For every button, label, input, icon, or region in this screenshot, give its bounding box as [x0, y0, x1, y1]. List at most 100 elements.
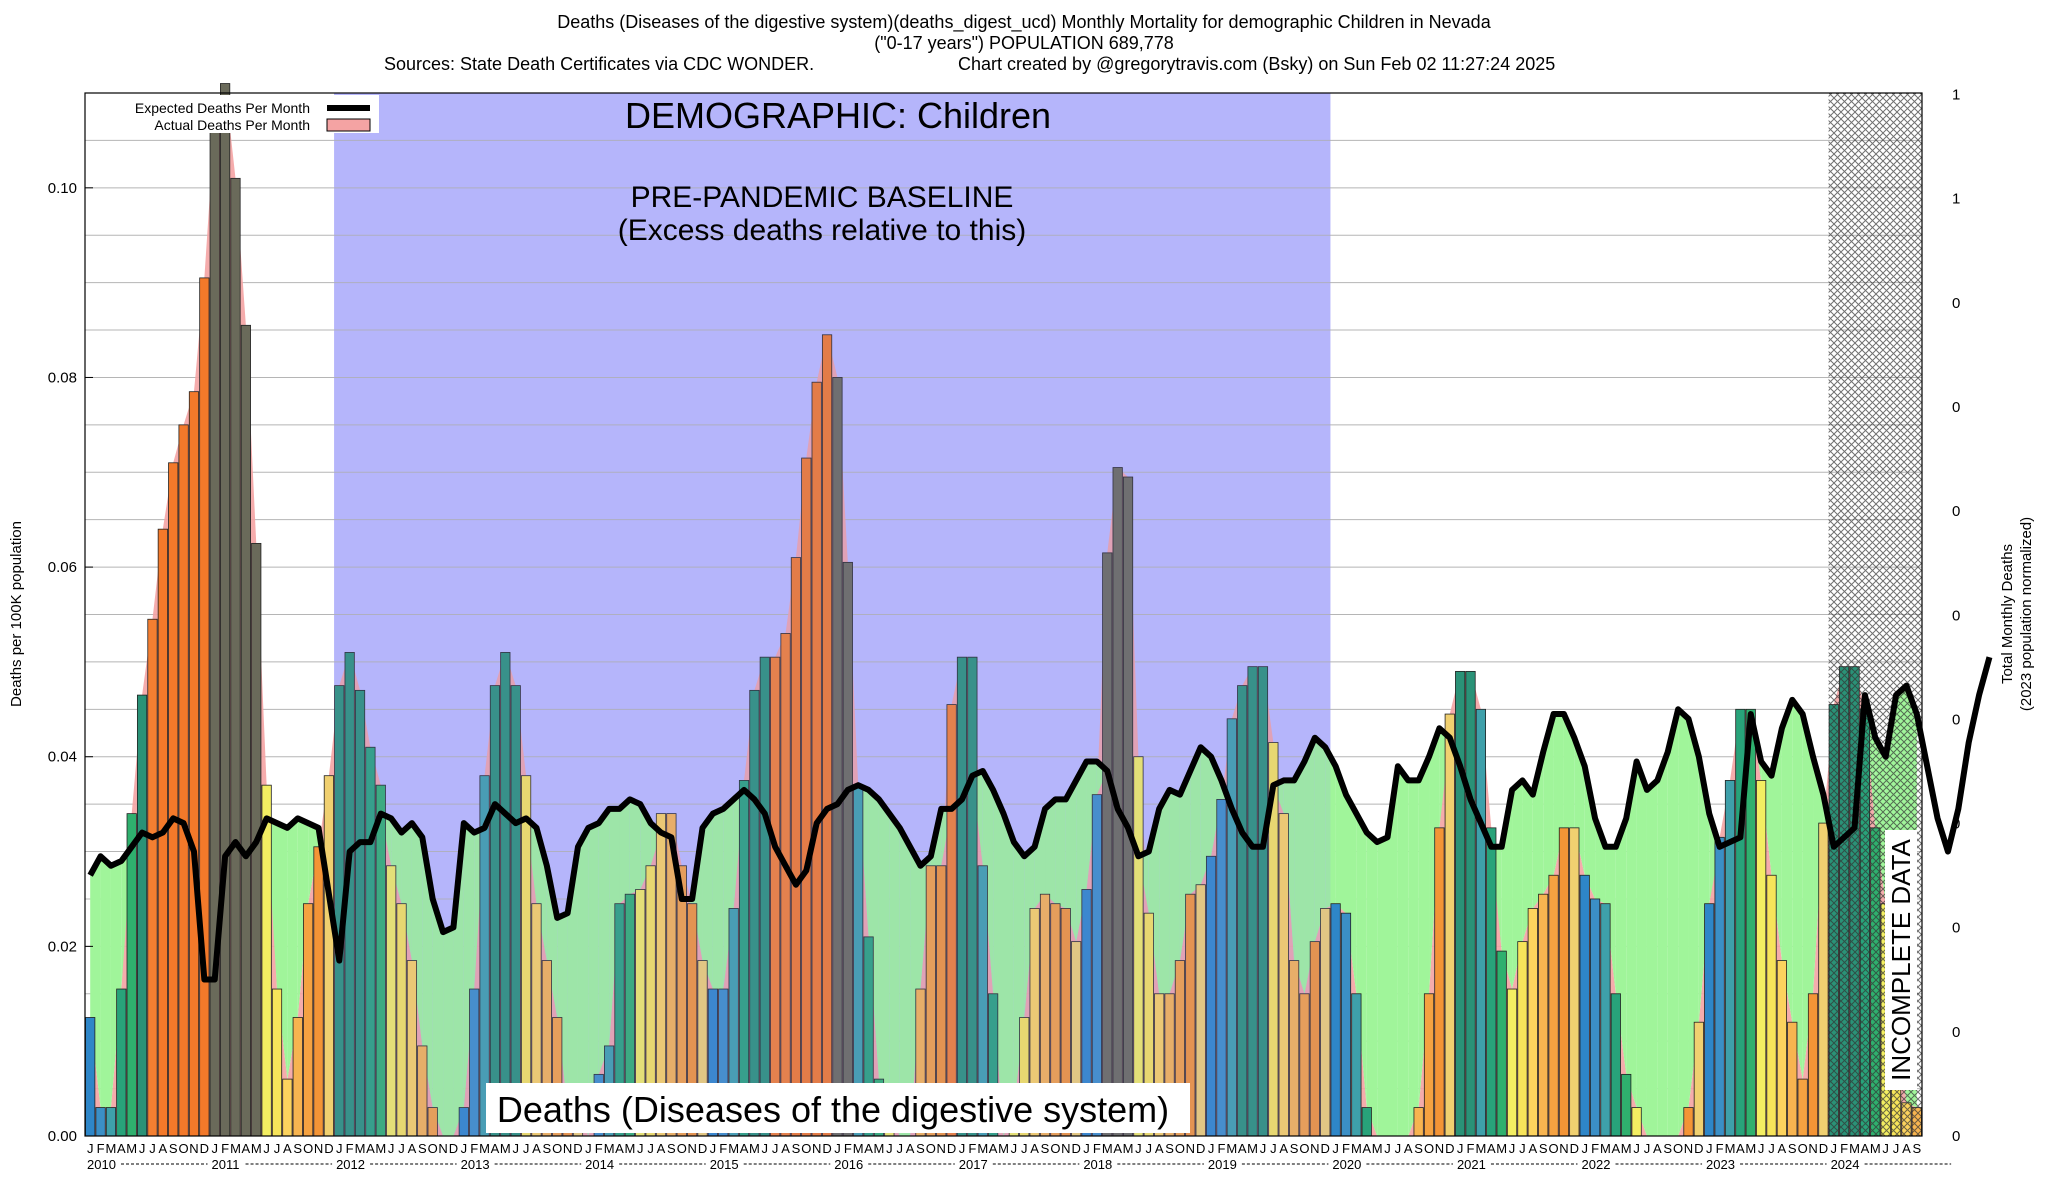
month-label: M: [375, 1141, 386, 1156]
bar: [292, 1017, 303, 1137]
y2tick-label: 1: [1952, 87, 1960, 104]
month-label: J: [388, 1141, 395, 1156]
month-label: S: [1539, 1141, 1548, 1156]
month-label: N: [812, 1141, 821, 1156]
y2tick-label: 0: [1952, 1128, 1960, 1145]
y2tick-label: 0: [1952, 816, 1960, 833]
year-label: 2013: [461, 1157, 490, 1172]
deficit-segment: [287, 818, 298, 1080]
deficit-segment: [422, 837, 433, 1108]
deficit-segment: [546, 865, 558, 1018]
bar: [1714, 836, 1725, 1137]
bar: [1724, 780, 1736, 1137]
month-label: O: [552, 1141, 562, 1156]
year-label: 2019: [1208, 1157, 1237, 1172]
month-label: J: [512, 1141, 519, 1156]
deficit-segment: [1574, 737, 1585, 876]
y2tick-label: 0: [1952, 920, 1960, 937]
month-label: J: [585, 1141, 592, 1156]
year-label: 2024: [1831, 1157, 1860, 1172]
bar: [1517, 941, 1528, 1137]
month-label: F: [346, 1141, 354, 1156]
month-label: N: [1684, 1141, 1693, 1156]
bar: [105, 1107, 117, 1137]
month-label: J: [1384, 1141, 1391, 1156]
ytick-label: 0.08: [48, 369, 77, 386]
bar: [261, 784, 272, 1137]
month-label: M: [251, 1141, 262, 1156]
ytick-label: 0.00: [48, 1128, 77, 1145]
month-label: F: [1093, 1141, 1101, 1156]
month-label: J: [772, 1141, 779, 1156]
month-label: M: [998, 1141, 1009, 1156]
month-label: F: [1840, 1141, 1848, 1156]
month-label: A: [615, 1141, 624, 1156]
bar: [1465, 670, 1476, 1137]
bar: [1361, 1107, 1372, 1137]
month-label: M: [1102, 1141, 1113, 1156]
month-label: O: [1673, 1141, 1683, 1156]
deficit-segment: [1595, 818, 1606, 904]
month-label: D: [1819, 1141, 1828, 1156]
month-label: A: [1279, 1141, 1288, 1156]
bar: [313, 846, 324, 1137]
bar: [1423, 993, 1435, 1137]
bar: [240, 324, 251, 1137]
bar: [168, 462, 179, 1137]
bar: [1444, 713, 1455, 1137]
month-label: J: [1270, 1141, 1277, 1156]
month-label: A: [408, 1141, 417, 1156]
bar: [1600, 903, 1611, 1137]
deficit-segment: [1491, 846, 1502, 952]
month-label: S: [1165, 1141, 1174, 1156]
month-label: M: [1621, 1141, 1632, 1156]
deficit-segment: [1003, 813, 1014, 1136]
deficit-segment: [308, 823, 319, 904]
deficit-segment: [1366, 832, 1378, 1136]
month-label: O: [801, 1141, 811, 1156]
month-label: N: [1310, 1141, 1319, 1156]
baseline-annotation: PRE-PANDEMIC BASELINE: [631, 181, 1014, 214]
deficit-segment: [1657, 751, 1668, 1136]
bar: [1787, 1021, 1798, 1137]
month-label: D: [1321, 1141, 1330, 1156]
deficit-segment: [858, 785, 869, 937]
month-label: M: [1372, 1141, 1383, 1156]
month-label: A: [1487, 1141, 1496, 1156]
deficit-segment: [609, 808, 620, 1046]
chart-sources: Sources: State Death Certificates via CD…: [384, 54, 815, 74]
deficit-segment: [1543, 714, 1554, 895]
month-label: J: [710, 1141, 717, 1156]
month-label: O: [926, 1141, 936, 1156]
bar: [1506, 988, 1518, 1137]
month-label: A: [283, 1141, 292, 1156]
month-label: J: [886, 1141, 893, 1156]
month-label: A: [491, 1141, 500, 1156]
y2tick-label: 0: [1952, 607, 1960, 624]
month-label: J: [1332, 1141, 1339, 1156]
cause-label-box: [486, 1083, 1190, 1133]
month-label: D: [200, 1141, 209, 1156]
deficit-segment: [557, 913, 568, 1108]
month-label: O: [179, 1141, 189, 1156]
month-label: A: [906, 1141, 915, 1156]
baseline-note: (Excess deaths relative to this): [618, 214, 1027, 247]
bar: [1455, 670, 1466, 1137]
month-label: J: [1706, 1141, 1713, 1156]
bar: [220, 83, 231, 1137]
month-label: M: [977, 1141, 988, 1156]
year-label: 2018: [1083, 1157, 1112, 1172]
month-label: S: [792, 1141, 801, 1156]
legend-actual-swatch: [326, 118, 371, 132]
deficit-segment: [1086, 761, 1097, 890]
chart-credit: Chart created by @gregorytravis.com (Bsk…: [958, 54, 1556, 74]
plot-frame: [84, 92, 1923, 1137]
month-label: D: [1196, 1141, 1205, 1156]
bar: [282, 1078, 293, 1137]
year-label: 2015: [710, 1157, 739, 1172]
deficit-segment: [1522, 780, 1533, 942]
month-label: J: [263, 1141, 270, 1156]
month-label: F: [1342, 1141, 1350, 1156]
year-label: 2014: [585, 1157, 614, 1172]
month-label: A: [117, 1141, 126, 1156]
